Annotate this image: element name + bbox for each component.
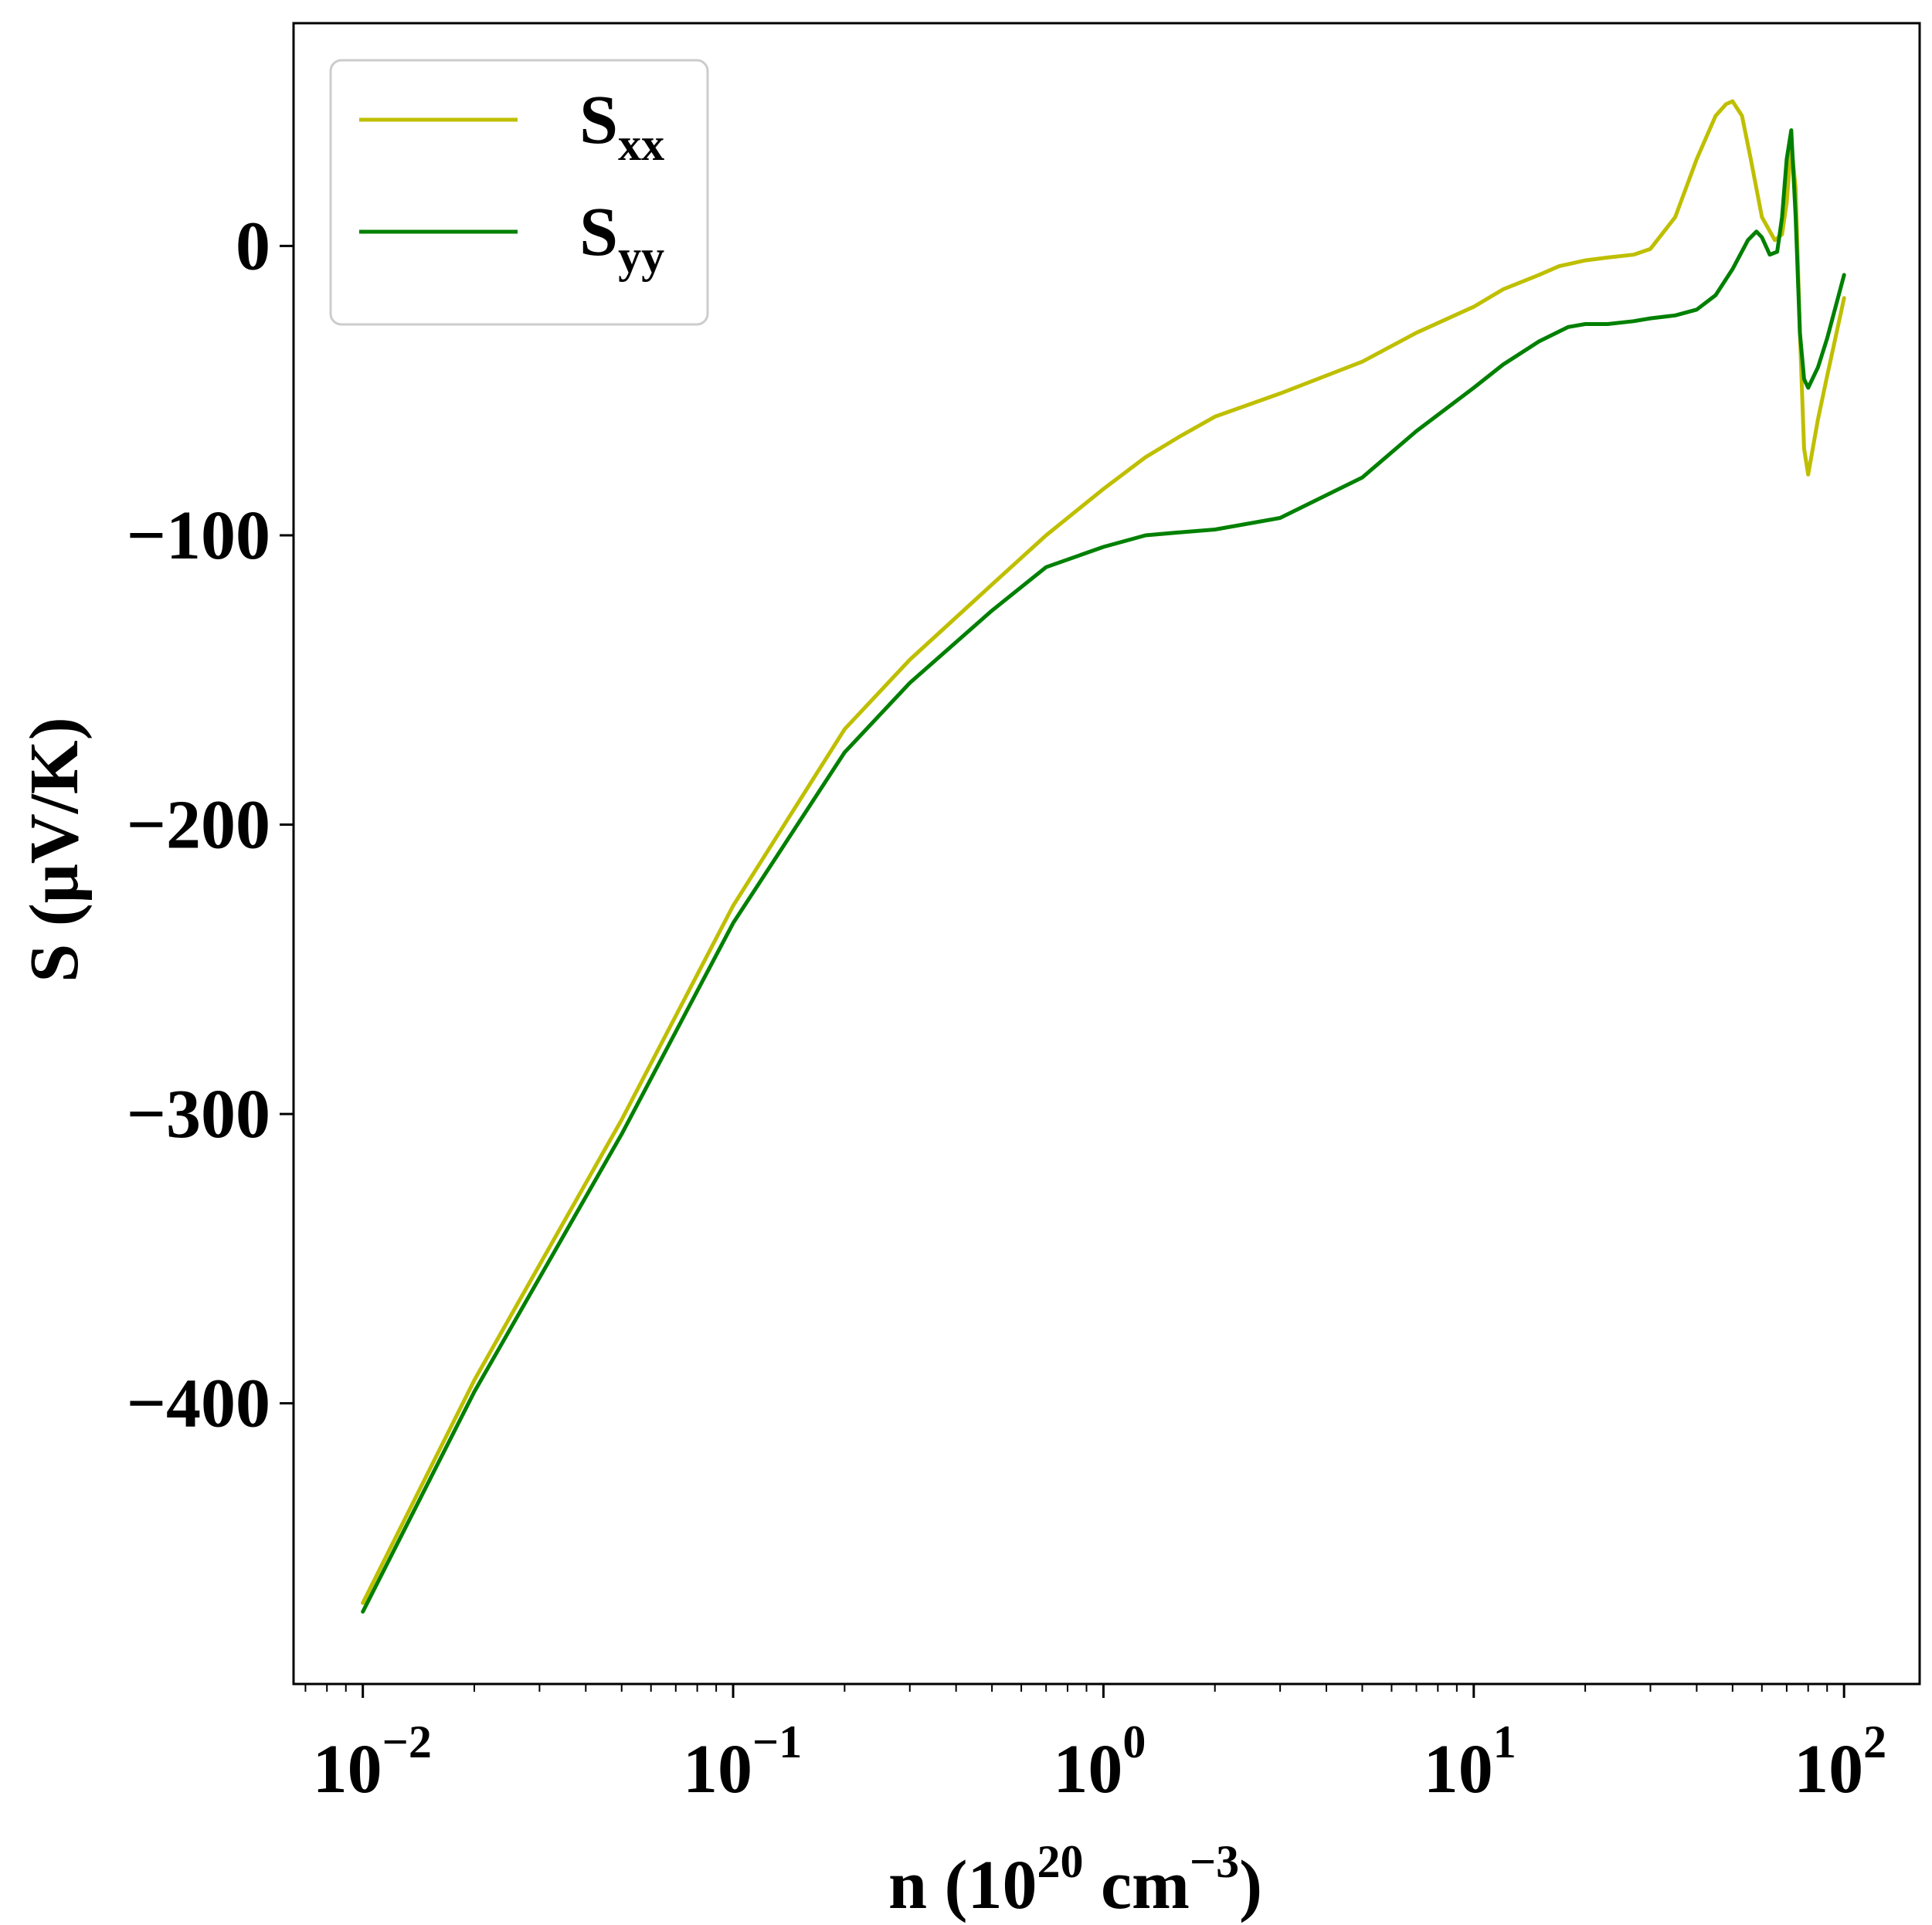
series-line-syy [361, 128, 1846, 1614]
x-tick-label: 102 [1794, 1716, 1886, 1808]
y-tick-label: −300 [127, 1076, 270, 1153]
x-axis-label: n (1020 cm−3) [888, 1836, 1262, 1923]
legend: Sxx Syy [329, 59, 709, 326]
plot-frame [292, 22, 1921, 1686]
y-tick-label: −100 [127, 497, 270, 574]
x-tick-label: 10−2 [313, 1716, 432, 1808]
y-axis-label: S (μV/K) [16, 717, 93, 983]
y-tick-label: 0 [236, 208, 270, 284]
legend-label-syy: Syy [579, 194, 664, 282]
legend-label-sxx: Sxx [579, 82, 664, 170]
ticks-layer: 10−2 10−1 100 101 102 0 −100 −200 −300 −400 [127, 208, 1886, 1808]
x-tick-label: 100 [1053, 1716, 1146, 1808]
y-tick-label: −400 [127, 1366, 270, 1442]
series-layer [361, 99, 1846, 1614]
x-tick-label: 10−1 [683, 1716, 802, 1808]
legend-box [329, 59, 709, 326]
series-line-sxx [361, 99, 1846, 1605]
y-tick-label: −200 [127, 787, 270, 864]
x-tick-label: 101 [1424, 1716, 1516, 1808]
